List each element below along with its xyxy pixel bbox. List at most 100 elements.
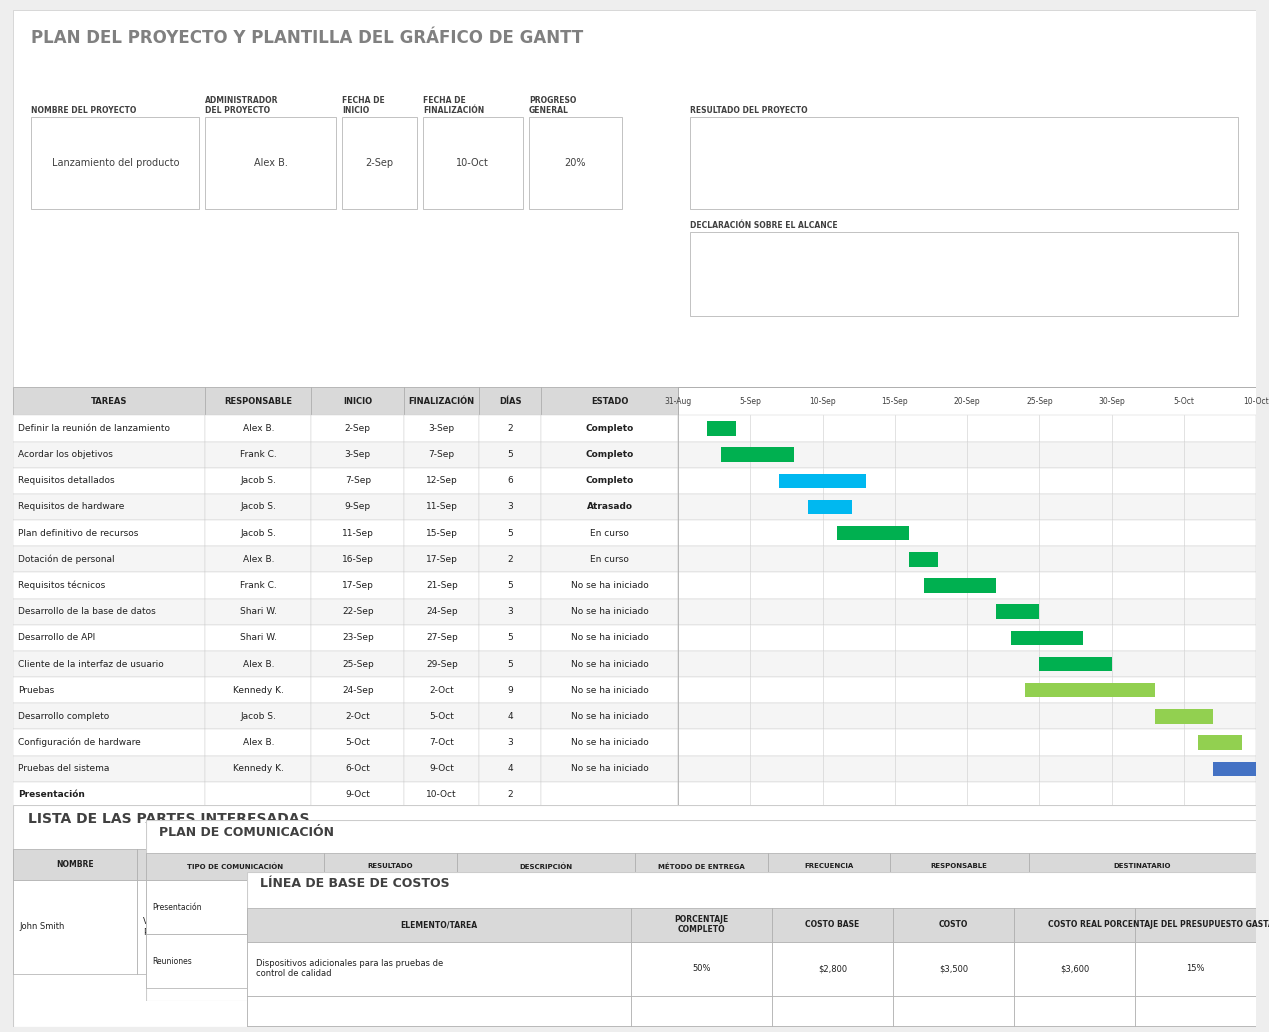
Text: 10-Oct: 10-Oct <box>457 158 490 168</box>
Bar <box>541 782 678 808</box>
Text: PORCENTAJE
COMPLETO: PORCENTAJE COMPLETO <box>674 915 728 934</box>
Bar <box>405 546 480 573</box>
Text: 5: 5 <box>508 659 513 669</box>
Text: Acordar los objetivos: Acordar los objetivos <box>18 450 113 459</box>
Text: Requisitos de hardware: Requisitos de hardware <box>18 503 124 512</box>
Text: COSTO: COSTO <box>939 921 968 929</box>
Text: Equipo del proyecto: Equipo del proyecto <box>1036 957 1112 966</box>
Text: Jacob S.: Jacob S. <box>240 528 277 538</box>
Text: DECLARACIÓN SOBRE EL ALCANCE: DECLARACIÓN SOBRE EL ALCANCE <box>690 221 838 230</box>
Text: Alex B.: Alex B. <box>242 424 274 433</box>
Text: Kennedy K.: Kennedy K. <box>233 765 284 773</box>
Bar <box>206 118 336 208</box>
Bar <box>634 880 768 934</box>
Bar <box>13 782 206 808</box>
Bar <box>480 415 541 442</box>
Text: 24-Sep: 24-Sep <box>426 607 458 616</box>
Bar <box>541 573 678 599</box>
Text: Dotación de personal: Dotación de personal <box>18 554 114 565</box>
Bar <box>541 624 678 651</box>
Text: Requisitos técnicos: Requisitos técnicos <box>18 581 105 590</box>
Bar <box>678 546 1256 573</box>
Text: 5: 5 <box>508 528 513 538</box>
Text: El control de calidad debe llevar menos de
1 semana; el marketing debe promover : El control de calidad debe llevar menos … <box>864 907 1047 947</box>
Bar <box>423 118 523 208</box>
Bar <box>146 934 324 989</box>
Bar <box>541 546 678 573</box>
Bar <box>457 934 634 989</box>
Bar <box>236 880 485 973</box>
Text: PLAN DEL PROYECTO Y PLANTILLA DEL GRÁFICO DE GANTT: PLAN DEL PROYECTO Y PLANTILLA DEL GRÁFIC… <box>32 30 584 47</box>
Text: 10-Sep: 10-Sep <box>810 396 836 406</box>
Text: 2 veces por semana: 2 veces por semana <box>774 957 851 966</box>
Text: Presentación al equipo
de marketing sobre las
nuevas características: Presentación al equipo de marketing sobr… <box>463 892 552 923</box>
Text: 2: 2 <box>508 424 513 433</box>
Text: Requisitos detallados: Requisitos detallados <box>18 477 114 485</box>
Text: John Smith: John Smith <box>19 923 65 932</box>
Bar <box>206 442 311 467</box>
Text: En curso: En curso <box>590 528 629 538</box>
Bar <box>206 494 311 520</box>
Text: LISTA DE LAS PARTES INTERESADAS: LISTA DE LAS PARTES INTERESADAS <box>28 811 310 826</box>
Text: 15%: 15% <box>1187 964 1206 973</box>
Bar <box>480 520 541 546</box>
Bar <box>678 415 1256 442</box>
Text: Pruebas: Pruebas <box>18 685 53 695</box>
Text: 5-Oct: 5-Oct <box>1174 396 1194 406</box>
Bar <box>541 494 678 520</box>
Bar <box>311 730 405 755</box>
Text: Jacob S.: Jacob S. <box>240 712 277 721</box>
Bar <box>405 624 480 651</box>
Bar <box>137 849 236 880</box>
Text: TAREAS: TAREAS <box>91 396 127 406</box>
Bar <box>405 415 480 442</box>
Text: 3: 3 <box>508 738 513 747</box>
Text: En curso: En curso <box>590 555 629 563</box>
Bar <box>206 467 311 494</box>
Text: Frank C.: Frank C. <box>240 581 277 590</box>
Bar <box>311 494 405 520</box>
Text: No se ha iniciado: No se ha iniciado <box>571 634 648 642</box>
Text: PORCENTAJE DEL PRESUPUESTO GASTADO: PORCENTAJE DEL PRESUPUESTO GASTADO <box>1104 921 1269 929</box>
Text: En persona: En persona <box>641 957 684 966</box>
Bar <box>1014 1026 1136 1032</box>
Bar <box>324 934 457 989</box>
Text: 25-Sep: 25-Sep <box>341 659 373 669</box>
Text: Desarrollo de la base de datos: Desarrollo de la base de datos <box>18 607 155 616</box>
Text: En persona: En persona <box>641 903 684 911</box>
Bar <box>206 677 311 703</box>
Text: Definir la reunión de lanzamiento: Definir la reunión de lanzamiento <box>18 424 170 433</box>
Bar <box>324 880 457 934</box>
Bar <box>311 599 405 624</box>
Text: DESTINATARIO: DESTINATARIO <box>1114 864 1171 870</box>
Text: 10-Oct: 10-Oct <box>426 791 457 800</box>
Text: Reuniones de pie: Reuniones de pie <box>330 957 396 966</box>
Text: 15-Sep: 15-Sep <box>426 528 458 538</box>
Bar <box>247 908 631 941</box>
Bar <box>480 755 541 782</box>
Bar <box>480 624 541 651</box>
Bar <box>206 651 311 677</box>
Bar <box>405 599 480 624</box>
Text: 20%: 20% <box>565 158 586 168</box>
Bar <box>541 703 678 730</box>
Text: NOMBRE: NOMBRE <box>56 861 94 869</box>
Text: Jacob S.: Jacob S. <box>240 477 277 485</box>
Text: Reuniones: Reuniones <box>152 957 193 966</box>
Text: 25-Sep: 25-Sep <box>1027 396 1053 406</box>
Bar <box>13 755 206 782</box>
Text: No se ha iniciado: No se ha iniciado <box>571 712 648 721</box>
Text: ELEMENTO/TAREA: ELEMENTO/TAREA <box>401 921 477 929</box>
Text: 11-Sep: 11-Sep <box>341 528 374 538</box>
Text: NOMBRE DEL PROYECTO: NOMBRE DEL PROYECTO <box>32 106 137 116</box>
Bar <box>768 880 890 934</box>
Bar <box>772 996 893 1026</box>
Text: 2: 2 <box>508 555 513 563</box>
Bar <box>13 387 206 415</box>
Bar <box>206 546 311 573</box>
Bar <box>457 880 634 934</box>
Bar <box>858 880 1256 973</box>
Text: 31-Aug: 31-Aug <box>665 396 692 406</box>
Bar <box>146 880 324 934</box>
Bar <box>893 908 1014 941</box>
